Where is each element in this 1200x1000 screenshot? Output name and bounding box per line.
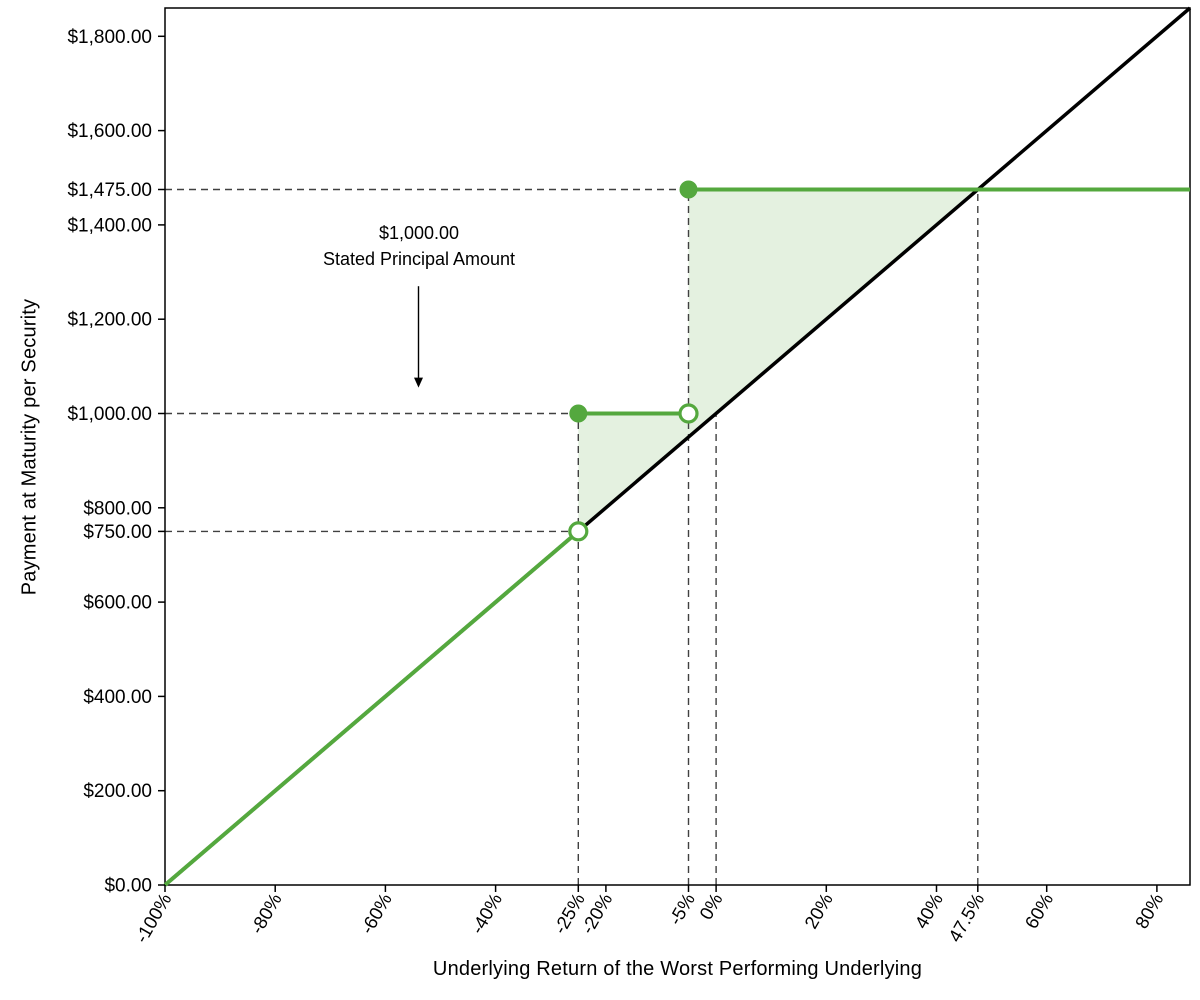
- y-tick-label: $200.00: [83, 781, 152, 802]
- y-tick-label: $0.00: [104, 876, 152, 897]
- x-tick-label: 80%: [1131, 890, 1168, 933]
- y-axis-title: Payment at Maturity per Security: [18, 298, 41, 596]
- x-tick-label: -80%: [246, 890, 286, 938]
- annotation-line-2: Stated Principal Amount: [322, 249, 516, 269]
- y-tick-label: $600.00: [83, 593, 152, 614]
- payment-at-maturity-line: [163, 529, 580, 887]
- y-tick-label: $1,475.00: [67, 180, 152, 201]
- x-tick-label: 0%: [695, 890, 727, 924]
- open-marker: [678, 403, 699, 424]
- y-tick-label: $1,600.00: [67, 121, 152, 142]
- y-tick-label: $800.00: [83, 498, 152, 519]
- x-tick-label: -5%: [664, 890, 699, 929]
- stated-principal-annotation: $1,000.00 Stated Principal Amount: [287, 220, 551, 272]
- annotation-line-1: $1,000.00: [378, 223, 460, 243]
- y-tick-label: $400.00: [83, 687, 152, 708]
- x-tick-label: 20%: [800, 890, 837, 933]
- x-tick-label: 40%: [910, 890, 947, 933]
- plot-frame: [164, 7, 1191, 886]
- y-tick-label: $1,200.00: [67, 310, 152, 331]
- x-axis-title: Underlying Return of the Worst Performin…: [432, 958, 923, 980]
- x-tick-label: -40%: [466, 890, 506, 938]
- y-tick-label: $1,000.00: [67, 404, 152, 425]
- y-tick-label: $750.00: [83, 522, 152, 543]
- y-tick-label: $1,800.00: [67, 27, 152, 48]
- open-marker: [568, 521, 589, 542]
- annotation-arrowhead: [414, 377, 423, 388]
- filled-marker: [679, 180, 698, 199]
- filled-marker: [569, 404, 588, 423]
- x-tick-label: 60%: [1020, 890, 1057, 933]
- x-tick-label: 47.5%: [944, 890, 988, 946]
- x-tick-label: -60%: [356, 890, 396, 938]
- y-tick-label: $1,400.00: [67, 215, 152, 236]
- x-tick-label: -100%: [131, 890, 176, 947]
